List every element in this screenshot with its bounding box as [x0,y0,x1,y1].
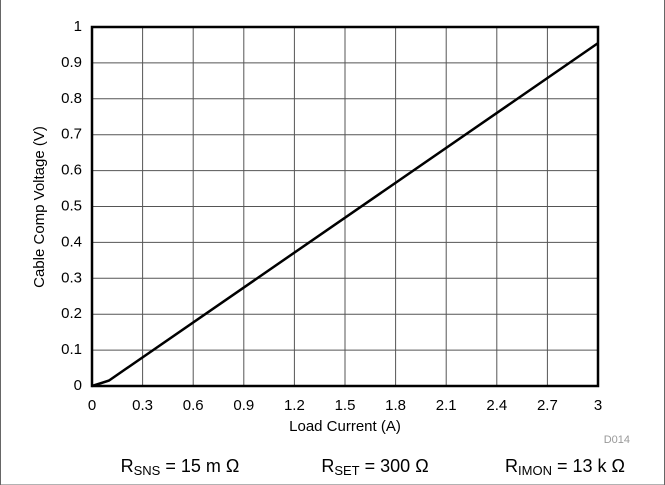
y-axis-label: Cable Comp Voltage (V) [31,126,48,288]
x-tick-label: 2.1 [436,397,457,414]
annotation-rest: = 15 m Ω [160,456,239,476]
annotation-base: R [321,456,334,476]
annotation-base: R [121,456,134,476]
x-tick-label: 2.7 [537,397,558,414]
x-tick-label: 0.3 [132,397,153,414]
y-tick-label: 0.9 [61,54,82,71]
x-tick-label: 0.9 [233,397,254,414]
x-tick-label: 2.4 [486,397,507,414]
plot-frame [90,25,600,388]
y-tick-label: 0.3 [61,269,82,286]
annotation-sub: SET [334,463,359,478]
x-tick-label: 1.2 [284,397,305,414]
y-tick-label: 0.7 [61,126,82,143]
x-tick-label: 3 [594,397,602,414]
annotation-rest: = 300 Ω [360,456,429,476]
y-tick-label: 0.5 [61,197,82,214]
y-tick-label: 1 [74,18,82,35]
y-tick-label: 0.8 [61,90,82,107]
y-tick-label: 0 [74,377,82,394]
x-tick-label: 0 [88,397,96,414]
annotation-sub: SNS [134,463,161,478]
y-tick-label: 0.2 [61,305,82,322]
x-tick-label: 1.8 [385,397,406,414]
y-tick-label: 0.4 [61,233,82,250]
annotation-sub: IMON [518,463,552,478]
annotation: RSNS = 15 m Ω [121,456,240,479]
y-tick-label: 0.1 [61,341,82,358]
annotation: RIMON = 13 k Ω [505,456,625,479]
x-tick-label: 0.6 [183,397,204,414]
y-tick-label: 0.6 [61,162,82,179]
data-line [91,42,599,388]
annotation-base: R [505,456,518,476]
annotation: RSET = 300 Ω [321,456,428,479]
x-tick-label: 1.5 [335,397,356,414]
x-axis-label: Load Current (A) [289,418,401,435]
annotation-rest: = 13 k Ω [552,456,625,476]
figure-id: D014 [604,434,630,446]
